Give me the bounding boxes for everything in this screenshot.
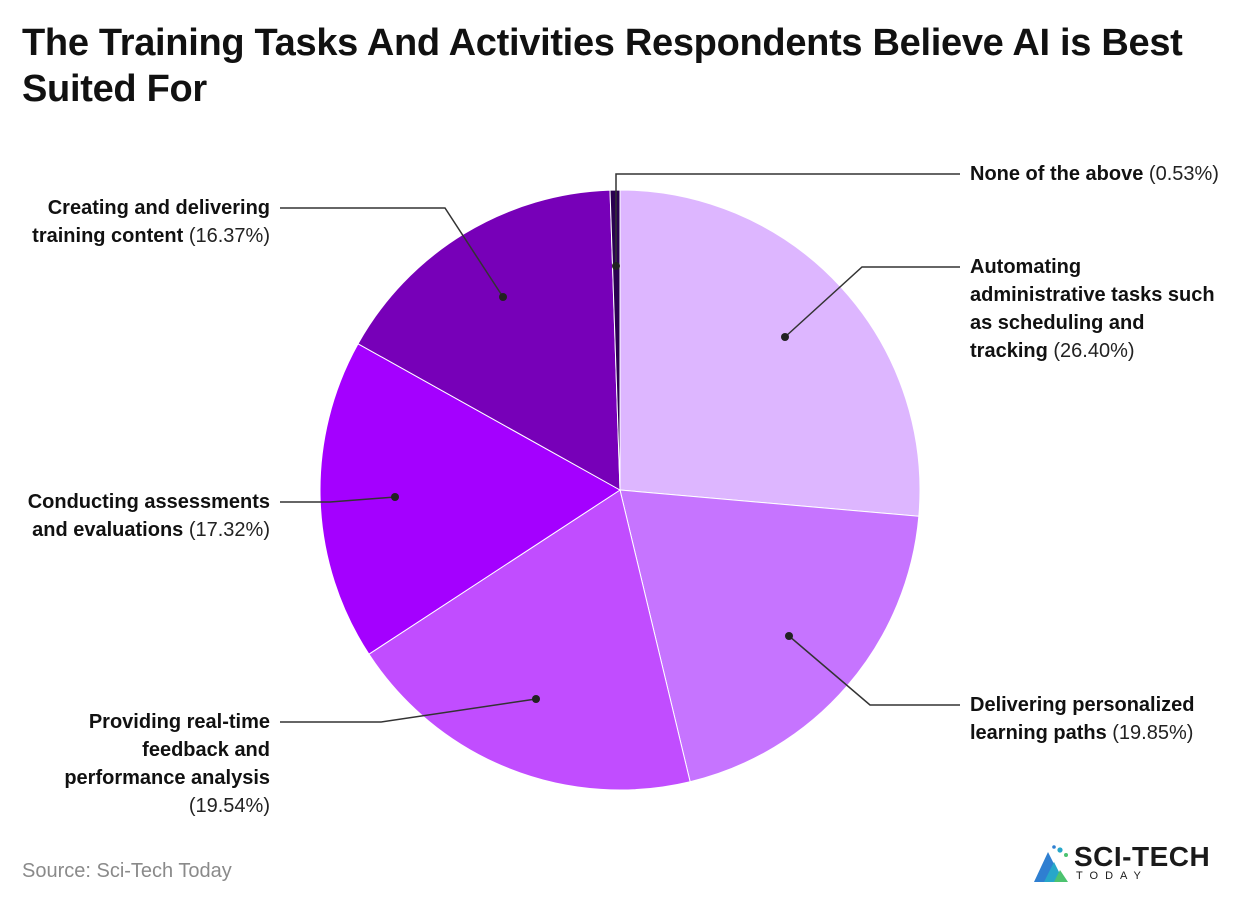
leader-line — [784, 266, 960, 338]
slice-label-none-name: None of the above — [970, 163, 1144, 185]
leader-line — [280, 496, 396, 503]
logo-sub: TODAY — [1076, 870, 1148, 882]
leader-dot — [781, 333, 789, 341]
slice-label-assessments-name: Conducting assessments and evaluations — [27, 491, 270, 541]
pie-slice — [619, 189, 921, 517]
leader-dot — [391, 493, 399, 501]
pie-slice — [357, 189, 621, 491]
logo-mark-icon — [1034, 845, 1068, 882]
slice-label-delivering-paths-name: Delivering personalized learning paths — [970, 694, 1195, 744]
slice-label-none: None of the above (0.53%) — [970, 160, 1220, 188]
leader-line — [788, 635, 960, 706]
leader-line — [280, 207, 504, 298]
slice-label-delivering-paths-value: (19.85%) — [1112, 722, 1194, 744]
slice-label-automating: Automating administrative tasks such as … — [970, 253, 1220, 365]
slice-label-feedback-name: Providing real-time feedback and perform… — [64, 711, 270, 789]
leader-dot — [612, 262, 620, 270]
leader-dot — [785, 632, 793, 640]
slice-label-automating-value: (26.40%) — [1053, 340, 1135, 362]
slice-label-training-content-value: (16.37%) — [188, 225, 270, 247]
slice-label-none-value: (0.53%) — [1148, 163, 1219, 185]
leader-dot — [499, 293, 507, 301]
slice-label-feedback: Providing real-time feedback and perform… — [20, 708, 270, 820]
slice-label-feedback-value: (19.54%) — [188, 795, 270, 817]
slice-label-assessments-value: (17.32%) — [188, 519, 270, 541]
source-note: Source: Sci-Tech Today — [22, 860, 232, 882]
pie-slice — [368, 489, 691, 791]
brand-logo: SCI-TECH TODAY — [1030, 840, 1220, 886]
slice-label-automating-name: Automating administrative tasks such as … — [970, 256, 1215, 362]
pie-slices — [319, 189, 921, 791]
slice-label-delivering-paths: Delivering personalized learning paths (… — [970, 691, 1220, 747]
leader-line — [615, 173, 960, 266]
logo-name: SCI-TECH — [1074, 841, 1211, 872]
chart-title: The Training Tasks And Activities Respon… — [22, 22, 1183, 110]
slice-label-training-content: Creating and delivering training content… — [20, 194, 270, 250]
leader-dot — [532, 695, 540, 703]
slice-label-training-content-name: Creating and delivering training content — [32, 197, 270, 247]
leader-lines — [280, 173, 960, 723]
pie-slice — [319, 343, 621, 655]
leader-line — [280, 698, 537, 723]
slice-label-assessments: Conducting assessments and evaluations (… — [20, 488, 270, 544]
